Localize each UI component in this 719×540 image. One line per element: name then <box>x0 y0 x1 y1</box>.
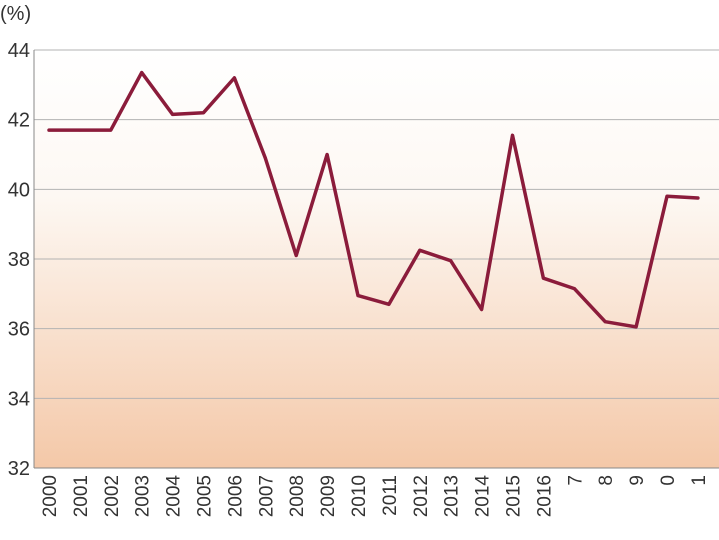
x-tick-label: 2008 <box>287 475 308 517</box>
y-tick-label: 40 <box>8 179 30 201</box>
data-point <box>78 128 82 132</box>
data-point <box>665 194 669 198</box>
data-point <box>603 320 607 324</box>
x-tick-label: 2002 <box>102 475 123 517</box>
data-point <box>541 276 545 280</box>
x-tick-label: 2003 <box>133 475 154 517</box>
data-point <box>696 196 700 200</box>
data-point <box>418 248 422 252</box>
y-tick-label: 44 <box>8 40 30 62</box>
data-point <box>634 325 638 329</box>
x-tick-label: 9 <box>627 475 648 486</box>
y-unit-label: (%) <box>0 3 31 25</box>
x-tick-label: 2007 <box>256 475 277 517</box>
data-point <box>572 287 576 291</box>
data-point <box>449 259 453 263</box>
x-tick-label: 2016 <box>534 475 555 517</box>
data-point <box>202 111 205 115</box>
x-tick-label: 1 <box>689 475 710 486</box>
data-point <box>171 112 175 116</box>
x-tick-label: 7 <box>565 475 586 486</box>
x-tick-label: 2000 <box>40 475 61 517</box>
series-group <box>47 70 700 329</box>
x-tick-label: 2009 <box>318 475 339 517</box>
gridlines <box>34 49 719 399</box>
x-tick-label: 2012 <box>411 475 432 517</box>
x-tick-label: 2010 <box>349 475 370 517</box>
data-point <box>109 128 113 132</box>
data-point <box>480 308 484 312</box>
y-tick-label: 32 <box>8 458 30 480</box>
data-point <box>140 71 144 75</box>
x-tick-label: 2011 <box>380 475 401 516</box>
data-point <box>47 128 51 132</box>
data-point <box>387 302 391 306</box>
y-tick-label: 36 <box>8 319 30 341</box>
y-tick-label: 38 <box>8 249 30 271</box>
y-tick-label: 42 <box>8 110 30 132</box>
series-line <box>47 70 700 329</box>
x-tick-label: 2014 <box>473 475 494 518</box>
x-tick-label: 2013 <box>442 475 463 517</box>
data-point <box>325 153 329 156</box>
x-tick-label: 2015 <box>504 475 525 517</box>
data-point <box>511 133 514 137</box>
x-tick-label: 2005 <box>195 475 216 517</box>
data-point <box>356 294 360 298</box>
x-tick-label: 0 <box>658 475 679 486</box>
data-point <box>232 76 236 80</box>
x-tick-label: 2001 <box>71 475 92 517</box>
x-tick-label: 2004 <box>164 475 185 518</box>
y-tick-label: 34 <box>8 388 30 410</box>
x-tick-label: 8 <box>596 475 617 486</box>
x-tick-label: 2006 <box>225 475 246 517</box>
x-tick-labels: 2000 2001 2002 2003 2004 2005 2006 2007 2008 2009… <box>40 475 710 518</box>
data-point <box>294 254 298 258</box>
data-point <box>263 156 267 160</box>
y-tick-labels: 32 34 36 38 40 42 44 <box>8 40 30 480</box>
